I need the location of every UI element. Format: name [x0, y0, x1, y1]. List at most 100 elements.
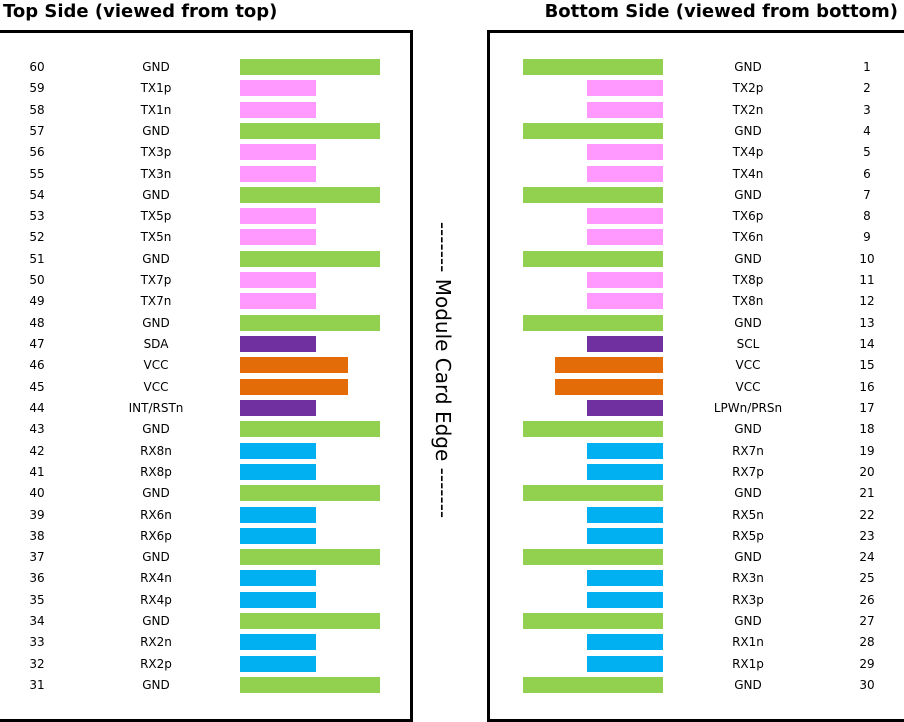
pin-number: 28: [859, 635, 875, 650]
pin-bar-tx: [240, 208, 316, 225]
pin-number: 1: [863, 60, 871, 74]
pin-bar-gnd: [523, 421, 663, 438]
pin-signal-label: TX6n: [732, 230, 764, 245]
pin-signal-label: VCC: [143, 358, 169, 373]
pin-bar-gnd: [240, 314, 380, 331]
pin-number: 20: [859, 464, 875, 479]
pin-signal-label: RX2n: [140, 635, 172, 650]
pin-number: 51: [29, 251, 45, 266]
pin-row: 54 GND: [0, 186, 904, 203]
pin-number: 43: [29, 422, 45, 437]
pin-row: 32 RX2p: [0, 655, 904, 672]
pin-bar-tx: [240, 165, 316, 182]
pin-bar-tx: [240, 80, 316, 97]
pin-number: 41: [29, 464, 45, 479]
pin-signal-label: TX4n: [732, 166, 764, 181]
pin-number: 27: [859, 614, 875, 629]
pin-number: 45: [29, 379, 45, 394]
pin-bar-tx: [587, 229, 663, 246]
pin-row: 12 TX8n: [0, 293, 904, 310]
pin-signal-label: VCC: [735, 379, 761, 394]
pin-number: 14: [859, 337, 875, 352]
pin-row: 27 GND: [0, 613, 904, 630]
pin-row: 10 GND: [0, 250, 904, 267]
pin-signal-label: GND: [734, 60, 762, 74]
pin-row: 33 RX2n: [0, 634, 904, 651]
pin-bar-gnd: [240, 122, 380, 139]
pin-row: 21 GND: [0, 485, 904, 502]
pin-bar-rx: [587, 442, 663, 459]
pin-signal-label: TX3n: [140, 166, 172, 181]
pin-number: 58: [29, 102, 45, 117]
pin-row: 58 TX1n: [0, 101, 904, 118]
pin-bar-gnd: [240, 676, 380, 693]
pin-bar-gnd: [240, 485, 380, 502]
pin-bar-ctl: [587, 399, 663, 416]
pin-number: 29: [859, 656, 875, 671]
pin-row: 6 TX4n: [0, 165, 904, 182]
pin-row: 55 TX3n: [0, 165, 904, 182]
pin-number: 23: [859, 528, 875, 543]
pin-row: 23 RX5p: [0, 527, 904, 544]
pin-row: 25 RX3n: [0, 570, 904, 587]
pin-row: 2 TX2p: [0, 80, 904, 97]
pin-row: 8 TX6p: [0, 208, 904, 225]
pin-signal-label: GND: [734, 550, 762, 565]
pin-bar-gnd: [240, 250, 380, 267]
pin-signal-label: RX5n: [732, 507, 764, 522]
pin-number: 25: [859, 571, 875, 586]
pin-signal-label: GND: [734, 614, 762, 629]
pin-row: 51 GND: [0, 250, 904, 267]
pin-number: 26: [859, 592, 875, 607]
pin-number: 8: [863, 209, 871, 224]
pin-bar-gnd: [523, 485, 663, 502]
pin-row: 40 GND: [0, 485, 904, 502]
pin-bar-rx: [587, 527, 663, 544]
pin-number: 46: [29, 358, 45, 373]
pin-bar-tx: [587, 101, 663, 118]
pin-signal-label: TX2n: [732, 102, 764, 117]
pin-row: 3 TX2n: [0, 101, 904, 118]
pin-number: 35: [29, 592, 45, 607]
pin-number: 10: [859, 251, 875, 266]
pin-row: 46 VCC: [0, 357, 904, 374]
pin-bar-vcc: [555, 378, 663, 395]
pin-row: 15 VCC: [0, 357, 904, 374]
pin-row: 42 RX8n: [0, 442, 904, 459]
pin-signal-label: LPWn/PRSn: [713, 400, 783, 415]
pin-signal-label: TX7p: [140, 273, 172, 288]
pin-number: 22: [859, 507, 875, 522]
pin-signal-label: RX7p: [732, 464, 764, 479]
pin-number: 2: [863, 81, 871, 96]
pin-signal-label: TX4p: [732, 145, 764, 160]
pin-row: 52 TX5n: [0, 229, 904, 246]
pin-signal-label: GND: [734, 677, 762, 692]
pin-row: 47 SDA: [0, 336, 904, 353]
pin-signal-label: GND: [734, 187, 762, 202]
pin-bar-gnd: [523, 676, 663, 693]
pin-row: 41 RX8p: [0, 463, 904, 480]
pin-bar-rx: [240, 591, 316, 608]
pin-bar-rx: [240, 442, 316, 459]
pin-number: 4: [863, 123, 871, 138]
pin-number: 53: [29, 209, 45, 224]
pin-number: 57: [29, 123, 45, 138]
pin-bar-rx: [587, 591, 663, 608]
pin-bar-tx: [587, 165, 663, 182]
pin-signal-label: TX8n: [732, 294, 764, 309]
pin-row: 31 GND: [0, 676, 904, 693]
pin-number: 9: [863, 230, 871, 245]
pin-number: 44: [29, 400, 45, 415]
pin-number: 40: [29, 486, 45, 501]
pin-row: 9 TX6n: [0, 229, 904, 246]
pin-row: 28 RX1n: [0, 634, 904, 651]
pin-number: 18: [859, 422, 875, 437]
pin-signal-label: TX5p: [140, 209, 172, 224]
pin-row: 56 TX3p: [0, 144, 904, 161]
pin-signal-label: TX2p: [732, 81, 764, 96]
pin-signal-label: GND: [142, 614, 170, 629]
pin-signal-label: RX8p: [140, 464, 172, 479]
pin-row: 45 VCC: [0, 378, 904, 395]
pin-bar-tx: [240, 101, 316, 118]
pin-row: 5 TX4p: [0, 144, 904, 161]
